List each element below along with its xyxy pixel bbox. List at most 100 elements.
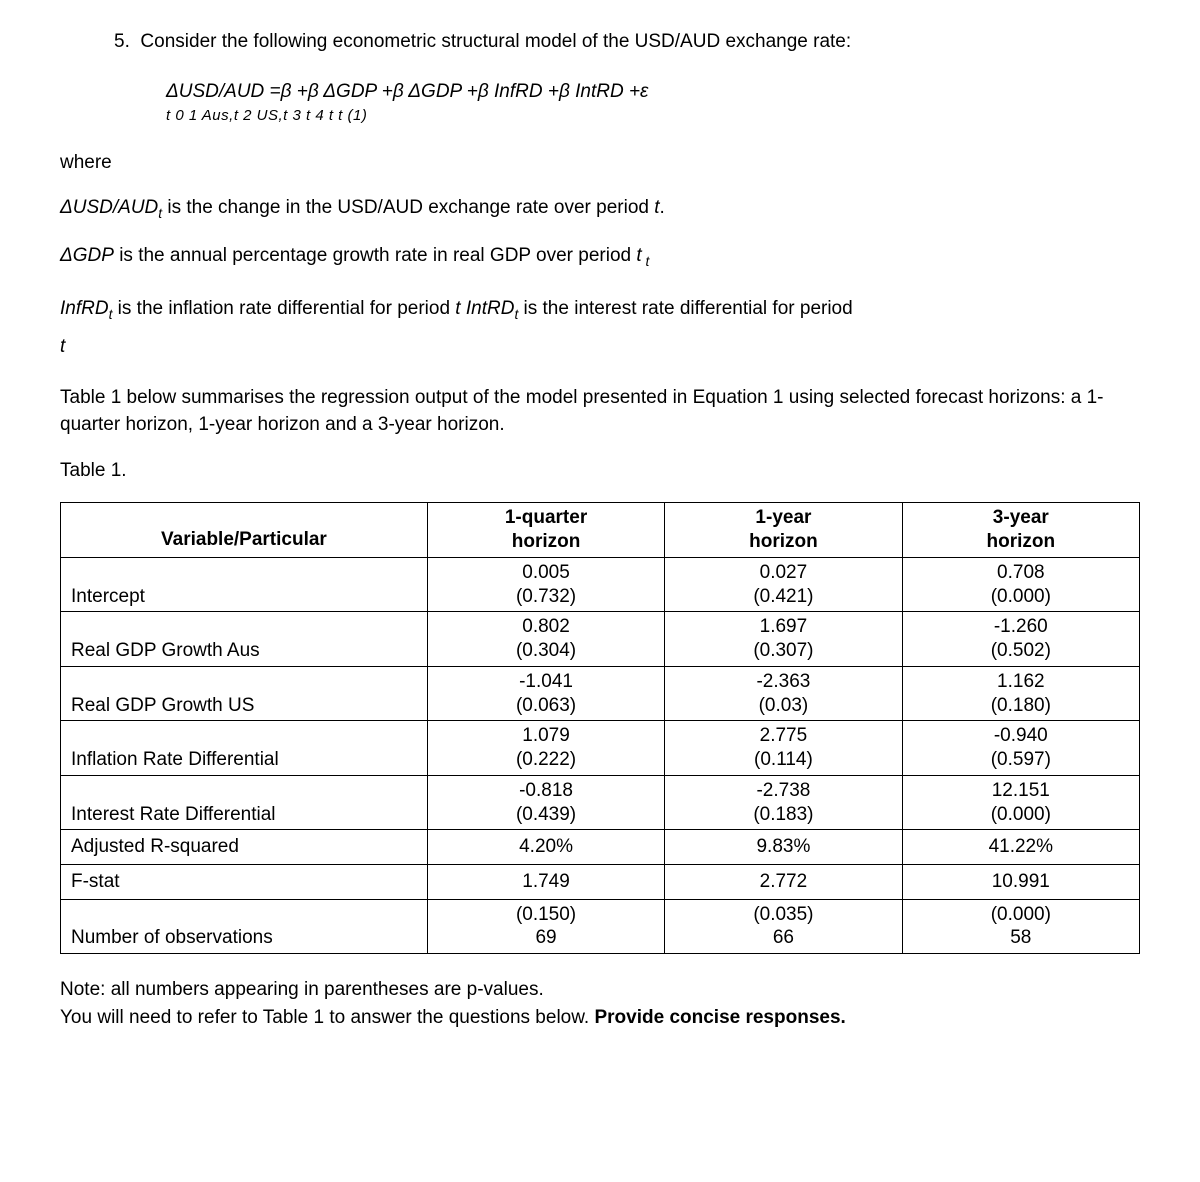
col-header-1y-text: 1-yearhorizon bbox=[675, 506, 891, 554]
col-header-variable: Variable/Particular bbox=[61, 503, 428, 558]
def3b-text: is the interest rate differential for pe… bbox=[518, 298, 852, 319]
coef-cell: -0.940(0.597) bbox=[902, 721, 1139, 776]
coef-cell: 0.708(0.000) bbox=[902, 557, 1139, 612]
cell-nobs-3y-v: 58 bbox=[913, 926, 1129, 950]
coef-pvalue: (0.000) bbox=[913, 585, 1129, 609]
coef-cell: -2.738(0.183) bbox=[665, 775, 902, 830]
coef-value: -1.041 bbox=[438, 670, 654, 694]
regression-table: Variable/Particular 1-quarterhorizon 1-y… bbox=[60, 502, 1140, 954]
coef-cell: 0.802(0.304) bbox=[427, 612, 664, 667]
coef-pvalue: (0.502) bbox=[913, 639, 1129, 663]
coef-pvalue: (0.222) bbox=[438, 748, 654, 772]
cell-fstat-label: F-stat bbox=[61, 865, 428, 900]
where-label: where bbox=[60, 149, 1140, 177]
coef-value: -0.818 bbox=[438, 779, 654, 803]
coef-pvalue: (0.732) bbox=[438, 585, 654, 609]
question-line: 5. Consider the following econometric st… bbox=[90, 28, 1140, 56]
cell-fstat-1q-v: 1.749 bbox=[427, 865, 664, 900]
coef-cell: 2.775(0.114) bbox=[665, 721, 902, 776]
footnote: Note: all numbers appearing in parenthes… bbox=[60, 976, 1140, 1031]
coef-value: 1.697 bbox=[675, 615, 891, 639]
coef-cell: 1.079(0.222) bbox=[427, 721, 664, 776]
row-label-text: Inflation Rate Differential bbox=[71, 748, 417, 772]
note-line-2: You will need to refer to Table 1 to ans… bbox=[60, 1004, 1140, 1032]
coef-value: -1.260 bbox=[913, 615, 1129, 639]
row-label-text: Interest Rate Differential bbox=[71, 803, 417, 827]
coef-pvalue: (0.000) bbox=[913, 803, 1129, 827]
cell-adj-r2-1q: 4.20% bbox=[427, 830, 664, 865]
definition-diff: InfRDt is the inflation rate differentia… bbox=[60, 290, 1140, 366]
row-label-text: Intercept bbox=[71, 585, 417, 609]
coef-value: 0.027 bbox=[675, 561, 891, 585]
cell-nobs-1y: (0.035) 66 bbox=[665, 899, 902, 954]
question-text: Consider the following econometric struc… bbox=[140, 31, 851, 52]
coef-cell: 12.151(0.000) bbox=[902, 775, 1139, 830]
coef-cell: -0.818(0.439) bbox=[427, 775, 664, 830]
row-fstat-value: F-stat 1.749 2.772 10.991 bbox=[61, 865, 1140, 900]
col-header-3y: 3-yearhorizon bbox=[902, 503, 1139, 558]
def2-var: ΔGDP bbox=[60, 245, 114, 266]
def3-t2: t bbox=[60, 336, 65, 357]
col-header-1q-text: 1-quarterhorizon bbox=[438, 506, 654, 554]
cell-fstat-3y-p: (0.000) bbox=[913, 903, 1129, 927]
cell-fstat-1q-p: (0.150) bbox=[438, 903, 654, 927]
row-label: Intercept bbox=[61, 557, 428, 612]
note-line-2b: Provide concise responses. bbox=[594, 1007, 845, 1028]
document-page: 5. Consider the following econometric st… bbox=[0, 0, 1200, 1089]
coef-cell: -1.260(0.502) bbox=[902, 612, 1139, 667]
row-label: Real GDP Growth Aus bbox=[61, 612, 428, 667]
def3a-text: is the inflation rate differential for p… bbox=[112, 298, 455, 319]
def2-sub: t bbox=[642, 254, 650, 269]
row-label: Interest Rate Differential bbox=[61, 775, 428, 830]
cell-nobs-1y-v: 66 bbox=[675, 926, 891, 950]
note-line-2a: You will need to refer to Table 1 to ans… bbox=[60, 1007, 594, 1028]
def2-text: is the annual percentage growth rate in … bbox=[114, 245, 636, 266]
row-adj-r2: Adjusted R-squared 4.20% 9.83% 41.22% bbox=[61, 830, 1140, 865]
cell-adj-r2-1y: 9.83% bbox=[665, 830, 902, 865]
cell-fstat-1y-p: (0.035) bbox=[675, 903, 891, 927]
coef-cell: 0.005(0.732) bbox=[427, 557, 664, 612]
equation-line-1: ΔUSD/AUD =β +β ΔGDP +β ΔGDP +β InfRD +β … bbox=[166, 78, 1140, 106]
def1-period: . bbox=[660, 197, 665, 218]
definition-usd-aud: ΔUSD/AUDt is the change in the USD/AUD e… bbox=[60, 194, 1140, 224]
table-row: Real GDP Growth Aus0.802(0.304)1.697(0.3… bbox=[61, 612, 1140, 667]
table-row: Interest Rate Differential -0.818(0.439)-… bbox=[61, 775, 1140, 830]
coef-pvalue: (0.307) bbox=[675, 639, 891, 663]
coef-cell: 0.027(0.421) bbox=[665, 557, 902, 612]
table-row: Inflation Rate Differential1.079(0.222)2… bbox=[61, 721, 1140, 776]
coef-value: -0.940 bbox=[913, 724, 1129, 748]
cell-adj-r2-label: Adjusted R-squared bbox=[61, 830, 428, 865]
table-intro: Table 1 below summarises the regression … bbox=[60, 384, 1140, 439]
coef-pvalue: (0.421) bbox=[675, 585, 891, 609]
cell-nobs-label: Number of observations bbox=[61, 899, 428, 954]
coef-value: 1.162 bbox=[913, 670, 1129, 694]
coef-cell: -1.041(0.063) bbox=[427, 666, 664, 721]
coef-cell: -2.363(0.03) bbox=[665, 666, 902, 721]
col-header-variable-text: Variable/Particular bbox=[161, 529, 327, 550]
def3b-var: IntRD bbox=[461, 298, 515, 319]
col-header-1y: 1-yearhorizon bbox=[665, 503, 902, 558]
question-number: 5. bbox=[114, 31, 130, 52]
coef-pvalue: (0.063) bbox=[438, 694, 654, 718]
table-row: Real GDP Growth US-1.041(0.063)-2.363(0.… bbox=[61, 666, 1140, 721]
note-line-1: Note: all numbers appearing in parenthes… bbox=[60, 976, 1140, 1004]
cell-fstat-3y-v: 10.991 bbox=[902, 865, 1139, 900]
row-label: Inflation Rate Differential bbox=[61, 721, 428, 776]
cell-adj-r2-3y: 41.22% bbox=[902, 830, 1139, 865]
cell-nobs-1q-v: 69 bbox=[438, 926, 654, 950]
coef-cell: 1.162(0.180) bbox=[902, 666, 1139, 721]
coef-pvalue: (0.114) bbox=[675, 748, 891, 772]
def1-var: ΔUSD/AUD bbox=[60, 197, 158, 218]
coef-pvalue: (0.180) bbox=[913, 694, 1129, 718]
coef-value: 12.151 bbox=[913, 779, 1129, 803]
coef-pvalue: (0.439) bbox=[438, 803, 654, 827]
row-label-text: Real GDP Growth US bbox=[71, 694, 417, 718]
row-label-text: Real GDP Growth Aus bbox=[71, 639, 417, 663]
coef-value: 1.079 bbox=[438, 724, 654, 748]
cell-nobs-1q: (0.150) 69 bbox=[427, 899, 664, 954]
col-header-1q: 1-quarterhorizon bbox=[427, 503, 664, 558]
cell-nobs-3y: (0.000) 58 bbox=[902, 899, 1139, 954]
coef-value: -2.363 bbox=[675, 670, 891, 694]
coef-pvalue: (0.304) bbox=[438, 639, 654, 663]
cell-fstat-1y-v: 2.772 bbox=[665, 865, 902, 900]
